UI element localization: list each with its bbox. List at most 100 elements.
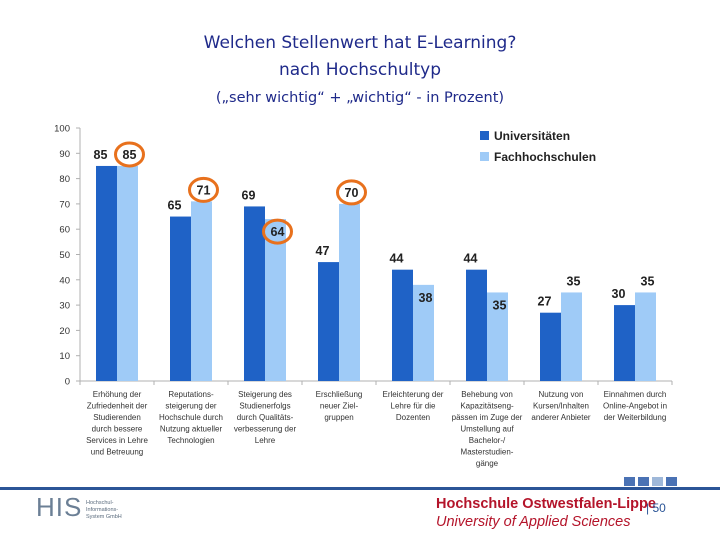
category-label: Behebung von [461, 390, 513, 399]
category-label: Services in Lehre [86, 436, 148, 445]
y-tick-label: 70 [59, 199, 70, 210]
bar-fachhochschulen [561, 292, 582, 381]
category-label: Lehre für die [391, 402, 436, 411]
category-label: Zufriedenheit der [87, 402, 148, 411]
chart-note: („sehr wichtig“ + „wichtig“ - in Prozent… [215, 90, 505, 106]
category-label: Erhöhung der [93, 390, 142, 399]
category-label: durch Qualitäts- [237, 413, 294, 422]
y-tick-label: 60 [59, 225, 70, 236]
category-label: anderer Anbieter [531, 413, 590, 422]
category-label: Dozenten [396, 413, 430, 422]
data-label-universitaeten: 44 [390, 252, 404, 266]
y-tick-label: 30 [59, 301, 70, 312]
bar-universitaeten [466, 269, 487, 381]
category-label: Steigerung des [238, 390, 292, 399]
bar-universitaeten [244, 206, 265, 381]
legend-label: Universitäten [494, 129, 570, 143]
category-label: durch bessere [92, 425, 143, 434]
highlight-circle [336, 179, 367, 206]
data-label-universitaeten: 65 [168, 199, 182, 213]
data-label-universitaeten: 69 [242, 188, 256, 202]
category-label: Nutzung aktueller [160, 425, 223, 434]
bar-fachhochschulen [117, 165, 138, 381]
y-tick-label: 20 [59, 326, 70, 337]
data-label-fachhochschulen: 38 [419, 291, 433, 305]
bar-fachhochschulen [265, 219, 286, 381]
deco-square [638, 477, 649, 486]
category-label: der Weiterbildung [604, 413, 667, 422]
category-label: neuer Ziel- [320, 402, 359, 411]
category-label: Online-Angebot in [603, 402, 667, 411]
y-tick-label: 100 [54, 124, 70, 135]
category-label: Umstellung auf [460, 425, 514, 434]
bar-fachhochschulen [191, 201, 212, 381]
bar-fachhochschulen [487, 292, 508, 381]
category-label: Masterstudien- [461, 448, 514, 457]
category-label: Hochschule durch [159, 413, 223, 422]
deco-square [666, 477, 677, 486]
bar-universitaeten [96, 165, 117, 381]
category-label: verbesserung der [234, 425, 297, 434]
y-tick-label: 90 [59, 149, 70, 160]
y-tick-label: 50 [59, 250, 70, 261]
category-label: gänge [476, 459, 499, 468]
bar-universitaeten [392, 269, 413, 381]
highlight-circle [262, 218, 293, 245]
data-label-fachhochschulen: 64 [271, 225, 285, 239]
category-label: Studierenden [93, 413, 141, 422]
data-label-universitaeten: 85 [94, 148, 108, 162]
category-label: Bachelor-/ [469, 436, 506, 445]
y-tick-label: 80 [59, 174, 70, 185]
data-label-universitaeten: 44 [464, 252, 478, 266]
data-label-fachhochschulen: 85 [123, 148, 137, 162]
category-label: gruppen [324, 413, 353, 422]
category-label: pässen im Zuge der [452, 413, 523, 422]
institution-name-en: University of Applied Sciences [436, 514, 631, 530]
bar-universitaeten [170, 216, 191, 381]
category-label: Kapazitätseng- [460, 402, 514, 411]
data-label-fachhochschulen: 35 [493, 298, 507, 312]
category-label: Reputations- [168, 390, 214, 399]
data-label-fachhochschulen: 70 [345, 186, 359, 200]
category-label: Technologien [167, 436, 214, 445]
y-tick-label: 40 [59, 275, 70, 286]
bar-fachhochschulen [339, 203, 360, 381]
bar-universitaeten [318, 262, 339, 381]
bar-universitaeten [614, 305, 635, 381]
bar-chart: 0 10 20 30 40 50 60 70 80 90 100 85 85 Erhöhung der Zu… [54, 124, 673, 468]
data-label-universitaeten: 27 [538, 295, 552, 309]
category-label: Kursen/Inhalten [533, 402, 589, 411]
highlight-circle [114, 141, 145, 168]
data-label-universitaeten: 30 [612, 287, 626, 301]
page-number: | 50 [646, 501, 666, 515]
category-label: Einnahmen durch [604, 390, 667, 399]
chart-title: Welchen Stellenwert hat E-Learning? [203, 33, 517, 53]
category-label: Studienerfolgs [239, 402, 290, 411]
data-label-fachhochschulen: 35 [567, 274, 581, 288]
data-label-fachhochschulen: 35 [641, 274, 655, 288]
legend-swatch [480, 152, 489, 161]
highlight-circle [188, 176, 219, 203]
category-label: Nutzung von [539, 390, 584, 399]
bar-fachhochschulen [635, 292, 656, 381]
bar-universitaeten [540, 312, 561, 381]
legend-label: Fachhochschulen [494, 150, 596, 164]
deco-square [652, 477, 663, 486]
deco-square [624, 477, 635, 486]
category-label: Erschließung [316, 390, 363, 399]
footer-divider [0, 487, 720, 490]
category-label: steigerung der [165, 402, 216, 411]
data-label-universitaeten: 47 [316, 244, 330, 258]
legend-swatch [480, 131, 489, 140]
chart-subtitle: nach Hochschultyp [278, 60, 441, 80]
his-logo: HIS [36, 492, 83, 522]
data-label-fachhochschulen: 71 [197, 183, 211, 197]
y-tick-label: 10 [59, 351, 70, 362]
y-tick-label: 0 [65, 377, 70, 388]
institution-name: Hochschule Ostwestfalen-Lippe [436, 496, 656, 512]
category-label: und Betreuung [91, 448, 144, 457]
bar-fachhochschulen [413, 284, 434, 381]
category-label: Lehre [255, 436, 276, 445]
category-label: Erleichterung der [383, 390, 444, 399]
his-logo-subtitle: Hochschul- Informations- System GmbH [86, 500, 122, 520]
